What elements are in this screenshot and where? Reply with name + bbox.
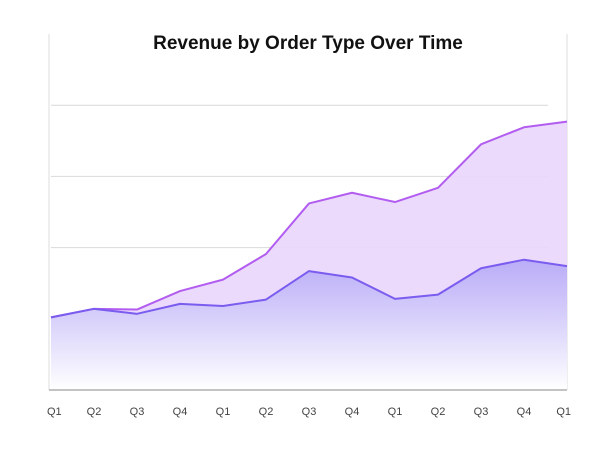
x-axis: Q1 Q2 Q3 Q4 Q1 Q2 Q3 Q4 Q1 Q2 Q3 Q4 Q1 bbox=[47, 406, 571, 418]
x-tick-label: Q1 bbox=[216, 406, 231, 418]
x-tick-label: Q1 bbox=[556, 406, 571, 418]
area-series-1 bbox=[51, 259, 567, 390]
x-tick-label: Q3 bbox=[474, 406, 489, 418]
x-tick-label: Q4 bbox=[517, 406, 532, 418]
chart-title: Revenue by Order Type Over Time bbox=[153, 33, 463, 54]
x-tick-label: Q1 bbox=[388, 406, 403, 418]
x-tick-label: Q2 bbox=[87, 406, 102, 418]
x-tick-label: Q1 bbox=[47, 406, 62, 418]
x-tick-label: Q2 bbox=[259, 406, 274, 418]
x-tick-label: Q2 bbox=[431, 406, 446, 418]
line-series-2 bbox=[50, 120, 568, 319]
x-tick-label: Q3 bbox=[130, 406, 145, 418]
x-tick-label: Q3 bbox=[302, 406, 317, 418]
line-series-1 bbox=[50, 258, 568, 319]
x-tick-label: Q4 bbox=[345, 406, 360, 418]
area-series-2 bbox=[51, 121, 567, 318]
plot-area bbox=[48, 34, 568, 391]
x-tick-label: Q4 bbox=[173, 406, 188, 418]
